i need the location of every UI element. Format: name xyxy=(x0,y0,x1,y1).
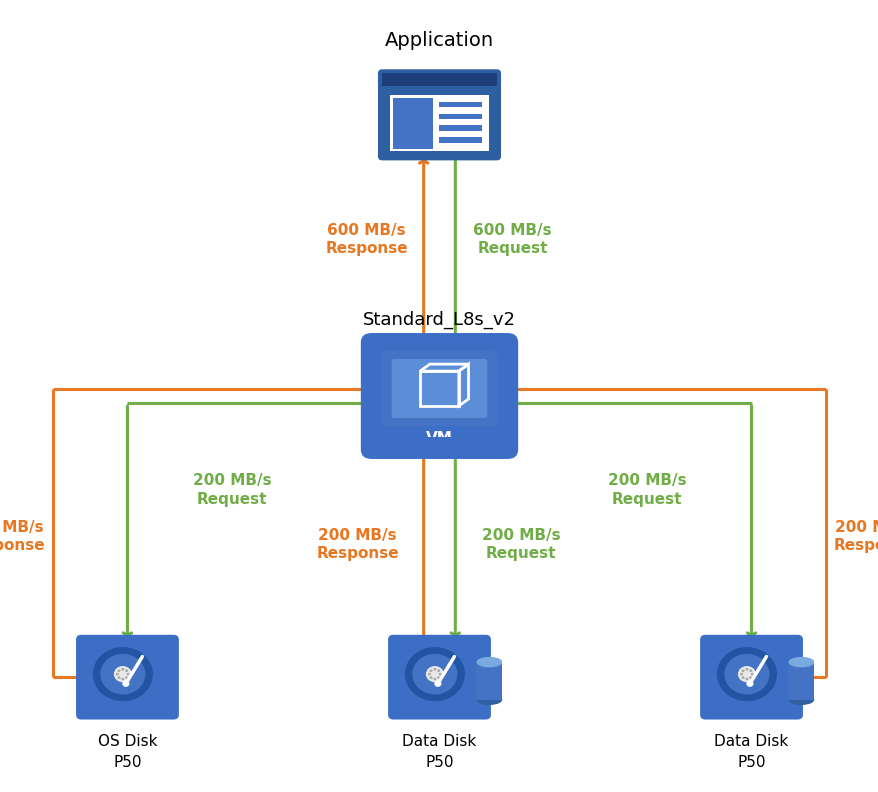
Text: 600 MB/s
Response: 600 MB/s Response xyxy=(325,223,407,257)
Bar xyxy=(390,95,488,151)
Text: 200 MB/s
Response: 200 MB/s Response xyxy=(0,520,46,554)
Circle shape xyxy=(750,672,753,676)
Text: 200 MB/s
Response: 200 MB/s Response xyxy=(316,527,399,562)
Circle shape xyxy=(405,647,464,701)
Circle shape xyxy=(745,680,752,687)
Bar xyxy=(435,436,443,449)
Circle shape xyxy=(100,654,145,695)
Circle shape xyxy=(433,668,435,671)
Bar xyxy=(392,97,432,149)
Circle shape xyxy=(116,672,119,676)
Circle shape xyxy=(113,666,132,682)
FancyBboxPatch shape xyxy=(381,351,497,426)
Text: VM: VM xyxy=(426,432,452,446)
FancyBboxPatch shape xyxy=(392,359,486,418)
Circle shape xyxy=(745,668,747,671)
Circle shape xyxy=(737,666,755,682)
Text: Data Disk
P50: Data Disk P50 xyxy=(714,734,788,770)
Circle shape xyxy=(125,669,128,672)
Bar xyxy=(438,113,481,120)
Circle shape xyxy=(436,669,440,672)
Text: 200 MB/s
Response: 200 MB/s Response xyxy=(832,520,878,554)
Text: 200 MB/s
Request: 200 MB/s Request xyxy=(607,473,686,507)
Circle shape xyxy=(436,676,440,679)
Circle shape xyxy=(428,672,430,676)
Circle shape xyxy=(723,654,768,695)
Circle shape xyxy=(126,672,130,676)
Text: 200 MB/s
Request: 200 MB/s Request xyxy=(192,473,271,507)
Circle shape xyxy=(745,678,747,680)
Bar xyxy=(438,137,481,143)
Text: Data Disk
P50: Data Disk P50 xyxy=(402,734,476,770)
Circle shape xyxy=(433,678,435,680)
Circle shape xyxy=(118,676,120,679)
Text: 600 MB/s
Request: 600 MB/s Request xyxy=(472,223,551,257)
Circle shape xyxy=(125,676,128,679)
Circle shape xyxy=(93,647,153,701)
Text: Standard_L8s_v2: Standard_L8s_v2 xyxy=(363,310,515,329)
FancyBboxPatch shape xyxy=(388,635,490,719)
Text: 200 MB/s
Request: 200 MB/s Request xyxy=(481,527,560,562)
Bar xyxy=(788,662,813,700)
Circle shape xyxy=(412,654,457,695)
Circle shape xyxy=(438,672,442,676)
Bar xyxy=(438,125,481,131)
Circle shape xyxy=(434,680,441,687)
Bar xyxy=(410,436,468,443)
FancyBboxPatch shape xyxy=(76,635,179,719)
Circle shape xyxy=(122,680,129,687)
Ellipse shape xyxy=(476,695,501,705)
Circle shape xyxy=(716,647,776,701)
Ellipse shape xyxy=(788,657,813,668)
Circle shape xyxy=(118,669,120,672)
Circle shape xyxy=(121,678,124,680)
Ellipse shape xyxy=(476,657,501,668)
Bar xyxy=(382,73,496,86)
Bar xyxy=(476,662,501,700)
Circle shape xyxy=(425,666,443,682)
Circle shape xyxy=(429,669,432,672)
Circle shape xyxy=(741,676,744,679)
Circle shape xyxy=(429,676,432,679)
Text: Application: Application xyxy=(385,31,493,50)
Circle shape xyxy=(741,669,744,672)
Circle shape xyxy=(121,668,124,671)
FancyBboxPatch shape xyxy=(360,333,517,459)
Circle shape xyxy=(748,676,752,679)
Circle shape xyxy=(739,672,742,676)
FancyBboxPatch shape xyxy=(378,70,500,160)
Text: OS Disk
P50: OS Disk P50 xyxy=(97,734,157,770)
Ellipse shape xyxy=(788,695,813,705)
Bar xyxy=(438,101,481,108)
Circle shape xyxy=(748,669,752,672)
FancyBboxPatch shape xyxy=(699,635,802,719)
